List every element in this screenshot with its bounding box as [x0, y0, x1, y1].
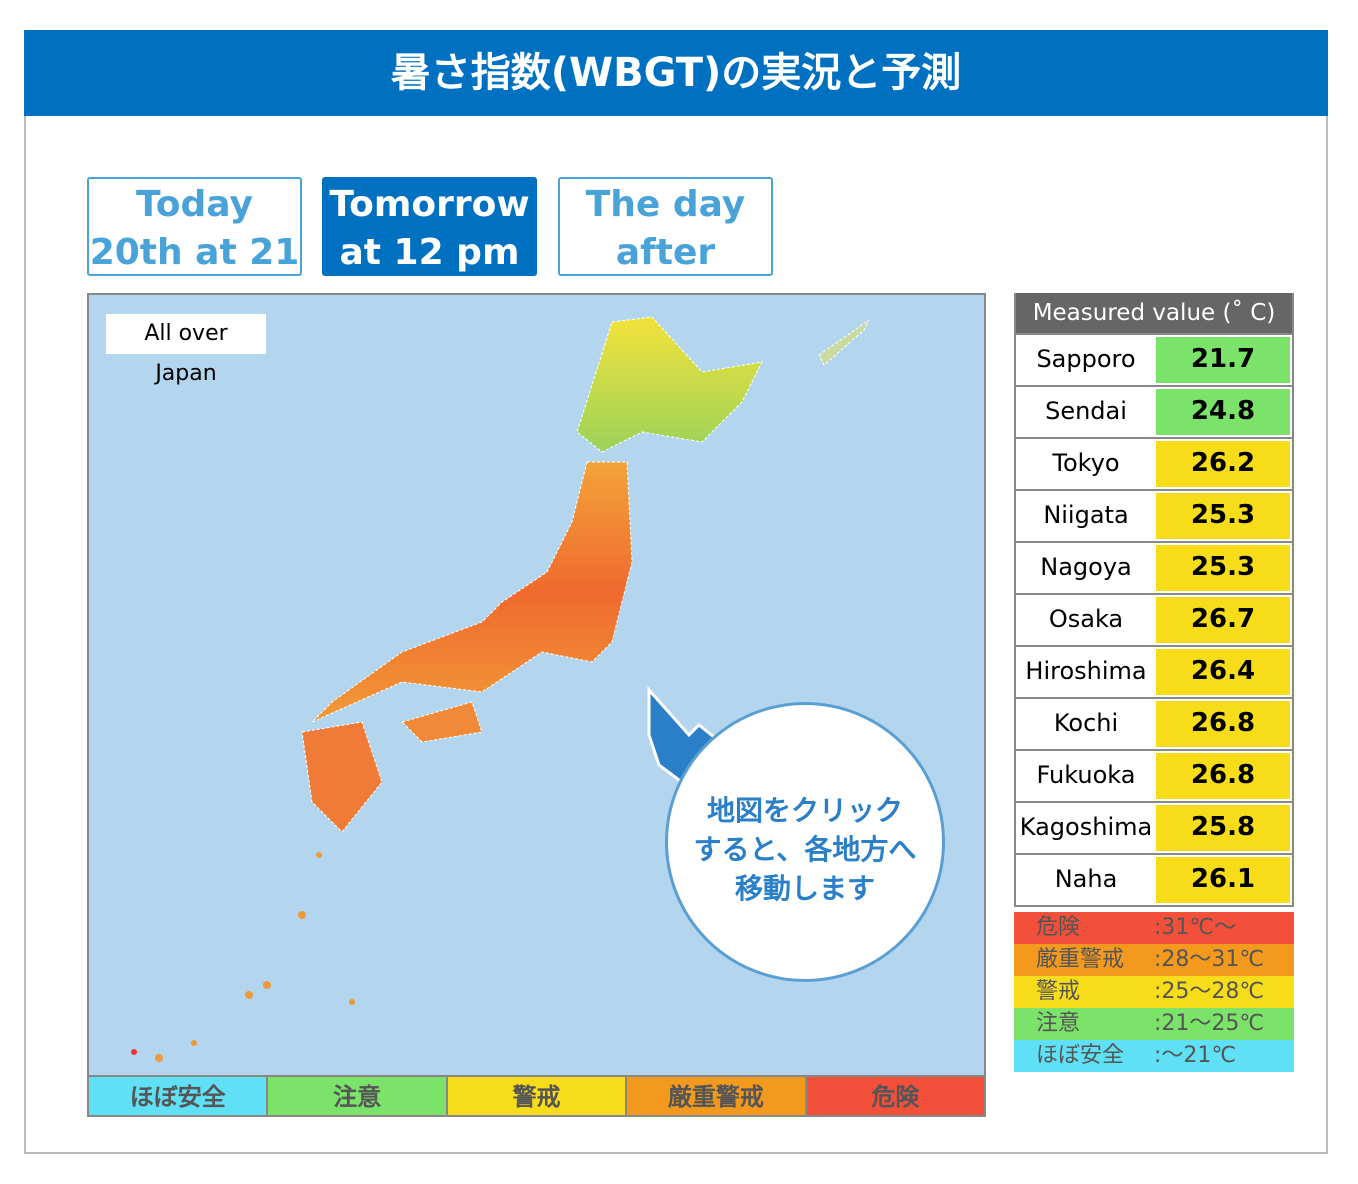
measured-value: 25.3 [1156, 545, 1290, 591]
legend-range: :21～25℃ [1154, 1011, 1265, 1036]
city-name: Nagoya [1040, 553, 1132, 581]
measured-value: 26.4 [1156, 649, 1290, 695]
tab-line: at 12 pm [339, 232, 520, 273]
measured-value: 26.1 [1156, 857, 1290, 903]
tab-line: The day [585, 184, 746, 225]
legend-range: :25～28℃ [1154, 979, 1265, 1004]
level-cell[interactable]: 警戒 [445, 1077, 626, 1115]
level-bar: ほぼ安全 注意 警戒 厳重警戒 危険 [89, 1075, 985, 1115]
measured-value: 21.7 [1156, 337, 1290, 383]
level-cell[interactable]: ほぼ安全 [89, 1077, 267, 1115]
city-name: Kochi [1053, 709, 1119, 737]
measured-value: 24.8 [1156, 389, 1290, 435]
measured-value: 25.8 [1156, 805, 1290, 851]
table-row[interactable]: Hiroshima 26.4 [1016, 645, 1292, 697]
tab-line: 20th at 21 [89, 232, 300, 273]
table-row[interactable]: Niigata 25.3 [1016, 489, 1292, 541]
legend-row: 注意 :21～25℃ [1014, 1008, 1294, 1040]
city-name: Niigata [1043, 501, 1129, 529]
tab-line: Today [136, 184, 253, 225]
city-name: Fukuoka [1036, 761, 1136, 789]
city-name: Sapporo [1036, 345, 1136, 373]
legend-row: ほぼ安全 :～21℃ [1014, 1040, 1294, 1072]
table-row[interactable]: Tokyo 26.2 [1016, 437, 1292, 489]
legend: 危険 :31℃～ 厳重警戒 :28～31℃ 警戒 :25～28℃ 注意 :21～25℃ ほぼ安全… [1014, 912, 1294, 1072]
tab-today[interactable]: Today 20th at 21 [87, 177, 302, 276]
legend-name: ほぼ安全 [1036, 1043, 1125, 1068]
legend-range: :28～31℃ [1154, 947, 1265, 972]
callout-line: 地図をクリック [706, 794, 903, 827]
level-cell[interactable]: 厳重警戒 [625, 1077, 805, 1115]
legend-name: 厳重警戒 [1036, 947, 1125, 972]
table-row[interactable]: Osaka 26.7 [1016, 593, 1292, 645]
table-row[interactable]: Kagoshima 25.8 [1016, 801, 1292, 853]
table-row[interactable]: Nagoya 25.3 [1016, 541, 1292, 593]
callout: 地図をクリック すると、各地方へ 移動します [665, 702, 945, 982]
table-row[interactable]: Sapporo 21.7 [1016, 333, 1292, 385]
callout-line: 移動します [734, 872, 875, 905]
tab-line: after [615, 232, 716, 273]
table-header: Measured value (˚ C) [1016, 293, 1292, 333]
level-cell[interactable]: 危険 [804, 1077, 985, 1115]
tab-tomorrow[interactable]: Tomorrow at 12 pm [322, 177, 537, 276]
legend-row: 警戒 :25～28℃ [1014, 976, 1294, 1008]
city-name: Tokyo [1052, 449, 1120, 477]
city-name: Sendai [1045, 397, 1127, 425]
legend-row: 危険 :31℃～ [1014, 912, 1294, 944]
measured-value: 26.2 [1156, 441, 1290, 487]
area-label: All over Japan [106, 314, 266, 394]
measured-value: 26.8 [1156, 701, 1290, 747]
measured-value: 26.7 [1156, 597, 1290, 643]
legend-range: :31℃～ [1154, 915, 1237, 940]
measured-value: 26.8 [1156, 753, 1290, 799]
map[interactable]: All over Japan 地図をクリック すると、各地方へ 移動します ほぼ… [87, 293, 986, 1117]
legend-range: :～21℃ [1154, 1043, 1237, 1068]
legend-name: 警戒 [1036, 979, 1081, 1004]
area-line: All over [106, 314, 266, 354]
city-name: Naha [1054, 865, 1118, 893]
legend-row: 厳重警戒 :28～31℃ [1014, 944, 1294, 976]
city-name: Kagoshima [1019, 813, 1153, 841]
measured-table: Measured value (˚ C) Sapporo 21.7 Sendai 24… [1014, 293, 1294, 907]
legend-name: 危険 [1036, 915, 1081, 940]
measured-value: 25.3 [1156, 493, 1290, 539]
header: 暑さ指数(WBGT)の実況と予測 [24, 30, 1328, 116]
tab-day-after[interactable]: The day after [558, 177, 773, 276]
tab-line: Tomorrow [329, 184, 530, 225]
area-line: Japan [155, 361, 217, 386]
table-row[interactable]: Sendai 24.8 [1016, 385, 1292, 437]
legend-name: 注意 [1036, 1011, 1081, 1036]
table-row[interactable]: Kochi 26.8 [1016, 697, 1292, 749]
callout-line: すると、各地方へ [693, 833, 917, 866]
city-name: Osaka [1048, 605, 1124, 633]
level-cell[interactable]: 注意 [266, 1077, 446, 1115]
city-name: Hiroshima [1025, 657, 1147, 685]
table-row[interactable]: Naha 26.1 [1016, 853, 1292, 905]
table-row[interactable]: Fukuoka 26.8 [1016, 749, 1292, 801]
